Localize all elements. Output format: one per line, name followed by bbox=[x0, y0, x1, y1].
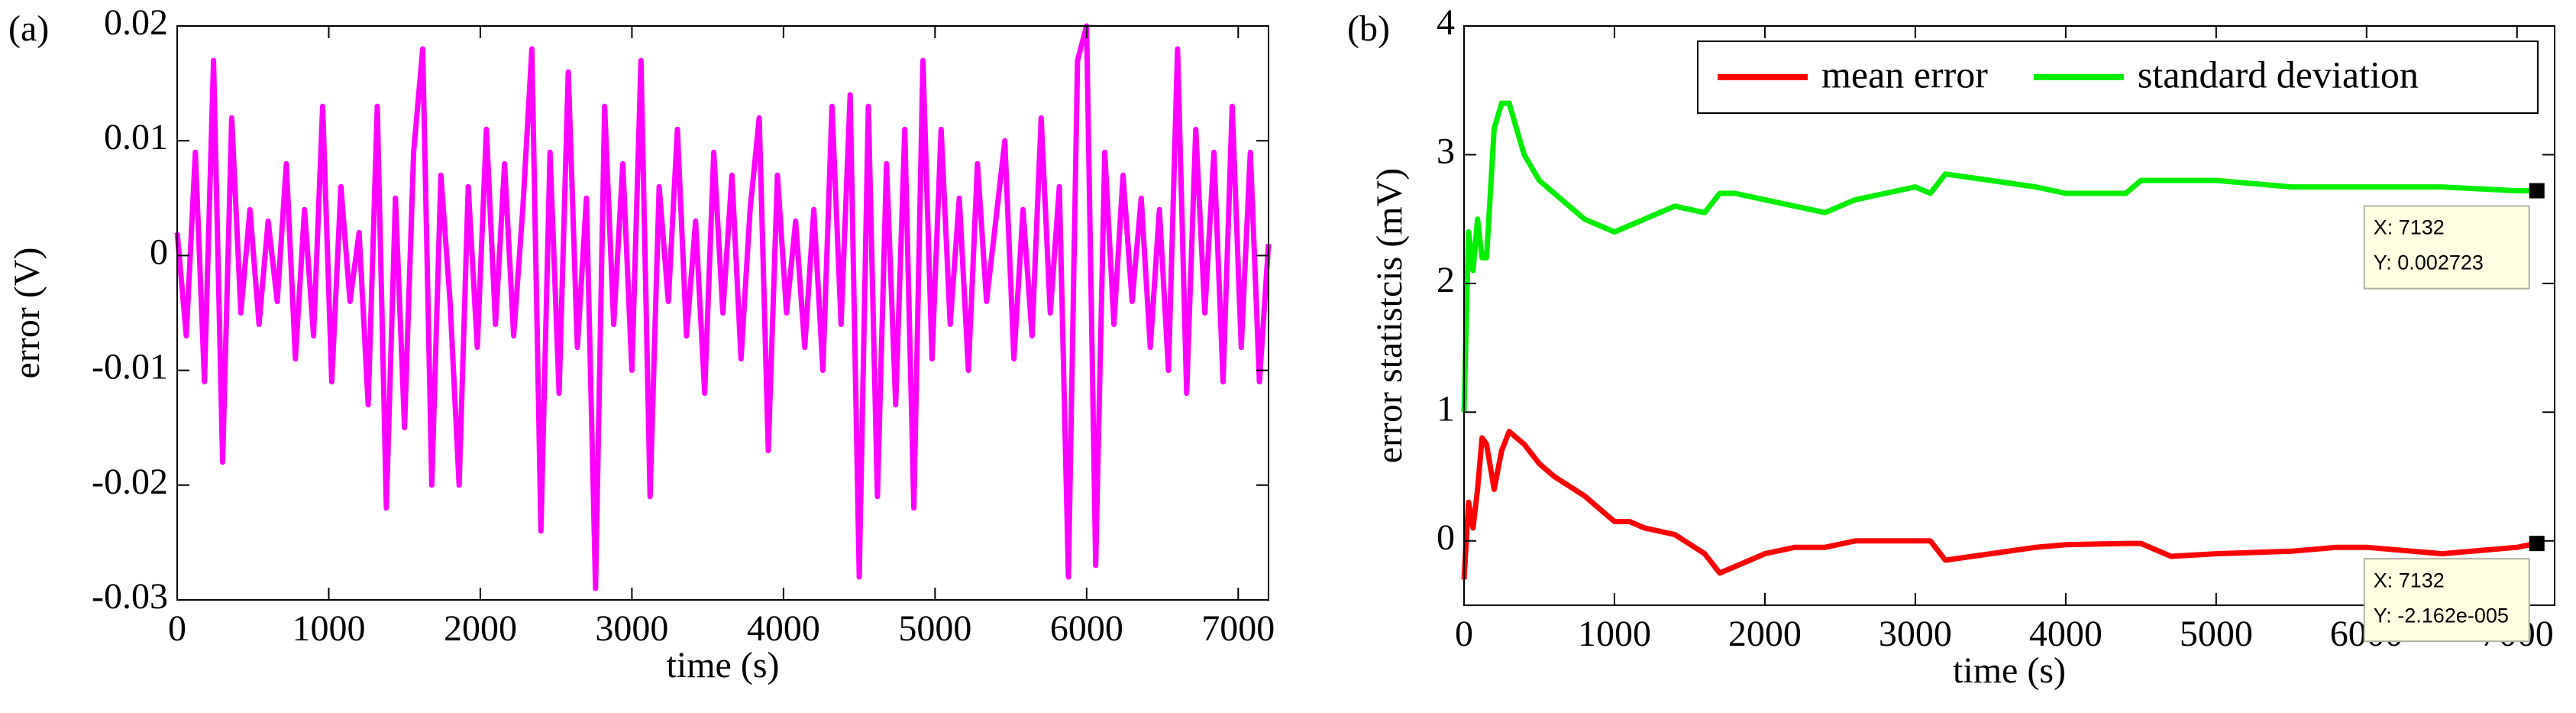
datatip-box bbox=[2363, 205, 2530, 290]
legend-label: mean error bbox=[1821, 53, 1988, 96]
datatip-x: X: 7132 bbox=[2374, 569, 2445, 591]
x-tick-label: 1000 bbox=[1578, 614, 1651, 654]
x-tick-label: 3000 bbox=[595, 608, 668, 649]
datatip-x: X: 7132 bbox=[2374, 216, 2445, 239]
datatip-y: Y: 0.002723 bbox=[2374, 251, 2484, 274]
plot-area bbox=[1464, 26, 2555, 605]
datatip-marker bbox=[2529, 183, 2545, 199]
y-tick-label: 2 bbox=[1437, 260, 1455, 300]
x-tick-label: 3000 bbox=[1879, 614, 1952, 654]
x-tick-label: 0 bbox=[168, 608, 186, 649]
axes-box bbox=[1463, 25, 2555, 606]
x-tick-label: 5000 bbox=[2180, 614, 2253, 654]
panel-label: (a) bbox=[8, 8, 49, 49]
x-tick-label: 2000 bbox=[1728, 614, 1802, 654]
x-tick-label: 1000 bbox=[292, 608, 365, 649]
data-line bbox=[1461, 100, 2537, 413]
y-tick-label: 0 bbox=[1437, 517, 1455, 558]
x-tick-label: 0 bbox=[1455, 614, 1473, 654]
datatip-marker bbox=[2529, 536, 2545, 552]
y-tick-label: 4 bbox=[1437, 2, 1455, 43]
x-tick-label: 6000 bbox=[1050, 608, 1123, 649]
y-tick-label: 0.02 bbox=[104, 2, 168, 43]
axes-box bbox=[176, 25, 1269, 601]
datatip-box bbox=[2363, 558, 2530, 643]
y-axis-label: error statistcis (mV) bbox=[1369, 168, 1410, 464]
x-axis-label: time (s) bbox=[1953, 650, 2066, 691]
y-tick-label: -0.02 bbox=[92, 462, 168, 502]
x-tick-label: 5000 bbox=[898, 608, 971, 649]
y-tick-label: 3 bbox=[1437, 131, 1455, 171]
y-axis-label: error (V) bbox=[7, 248, 47, 379]
x-tick-label: 4000 bbox=[747, 608, 820, 649]
y-tick-label: 0 bbox=[150, 232, 168, 272]
x-tick-label: 7000 bbox=[1201, 608, 1275, 649]
y-tick-label: 0.01 bbox=[104, 117, 168, 157]
x-tick-label: 2000 bbox=[444, 608, 517, 649]
x-axis-label: time (s) bbox=[667, 645, 780, 685]
y-tick-label: 1 bbox=[1437, 388, 1455, 429]
y-tick-label: -0.03 bbox=[92, 576, 168, 617]
y-tick-label: -0.01 bbox=[92, 347, 168, 387]
data-line bbox=[1461, 429, 2538, 580]
panel-label: (b) bbox=[1347, 8, 1390, 49]
x-tick-label: 4000 bbox=[2029, 614, 2102, 654]
legend-label: standard deviation bbox=[2138, 53, 2419, 96]
datatip-y: Y: -2.162e-005 bbox=[2374, 604, 2509, 627]
